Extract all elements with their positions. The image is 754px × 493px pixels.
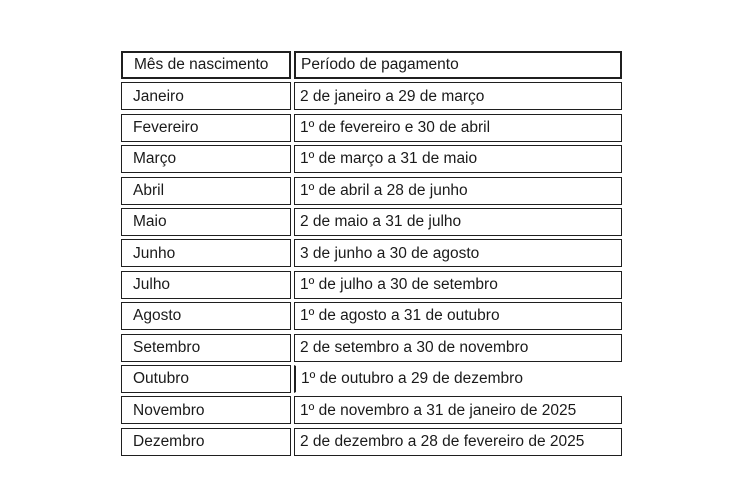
period-cell: 1º de março a 31 de maio bbox=[294, 145, 622, 174]
payment-schedule-table: Mês de nascimento Período de pagamento J… bbox=[121, 51, 622, 456]
table-row-marco: Março 1º de março a 31 de maio bbox=[121, 145, 622, 174]
period-header-cell: Período de pagamento bbox=[294, 51, 622, 79]
period-cell: 1º de abril a 28 de junho bbox=[294, 176, 622, 205]
month-cell: Outubro bbox=[121, 364, 291, 393]
month-cell: Abril bbox=[121, 176, 291, 205]
period-cell: 3 de junho a 30 de agosto bbox=[294, 239, 622, 268]
period-cell: 1º de agosto a 31 de outubro bbox=[294, 302, 622, 331]
table-row-janeiro: Janeiro 2 de janeiro a 29 de março bbox=[121, 82, 622, 111]
table-row-abril: Abril 1º de abril a 28 de junho bbox=[121, 176, 622, 205]
table-header-row: Mês de nascimento Período de pagamento bbox=[121, 51, 622, 79]
period-cell: 2 de maio a 31 de julho bbox=[294, 207, 622, 236]
period-cell: 1º de novembro a 31 de janeiro de 2025 bbox=[294, 396, 622, 425]
month-cell: Junho bbox=[121, 239, 291, 268]
table-row-agosto: Agosto 1º de agosto a 31 de outubro bbox=[121, 302, 622, 331]
table-row-maio: Maio 2 de maio a 31 de julho bbox=[121, 207, 622, 236]
table-row-novembro: Novembro 1º de novembro a 31 de janeiro … bbox=[121, 396, 622, 425]
table-row-fevereiro: Fevereiro 1º de fevereiro e 30 de abril bbox=[121, 113, 622, 142]
period-cell: 1º de julho a 30 de setembro bbox=[294, 270, 622, 299]
table-row-dezembro: Dezembro 2 de dezembro a 28 de fevereiro… bbox=[121, 427, 622, 456]
table-row-junho: Junho 3 de junho a 30 de agosto bbox=[121, 239, 622, 268]
month-cell: Fevereiro bbox=[121, 113, 291, 142]
month-cell: Novembro bbox=[121, 396, 291, 425]
month-cell: Janeiro bbox=[121, 82, 291, 111]
month-cell: Março bbox=[121, 145, 291, 174]
period-cell: 2 de setembro a 30 de novembro bbox=[294, 333, 622, 362]
month-cell: Julho bbox=[121, 270, 291, 299]
month-cell: Agosto bbox=[121, 302, 291, 331]
table-row-julho: Julho 1º de julho a 30 de setembro bbox=[121, 270, 622, 299]
period-cell: 1º de fevereiro e 30 de abril bbox=[294, 113, 622, 142]
period-cell: 1º de outubro a 29 de dezembro bbox=[294, 364, 622, 393]
month-cell: Maio bbox=[121, 207, 291, 236]
month-header-cell: Mês de nascimento bbox=[121, 51, 291, 79]
period-cell: 2 de dezembro a 28 de fevereiro de 2025 bbox=[294, 427, 622, 456]
table-row-setembro: Setembro 2 de setembro a 30 de novembro bbox=[121, 333, 622, 362]
month-cell: Dezembro bbox=[121, 427, 291, 456]
month-cell: Setembro bbox=[121, 333, 291, 362]
period-cell: 2 de janeiro a 29 de março bbox=[294, 82, 622, 111]
table-row-outubro: Outubro 1º de outubro a 29 de dezembro bbox=[121, 364, 622, 393]
